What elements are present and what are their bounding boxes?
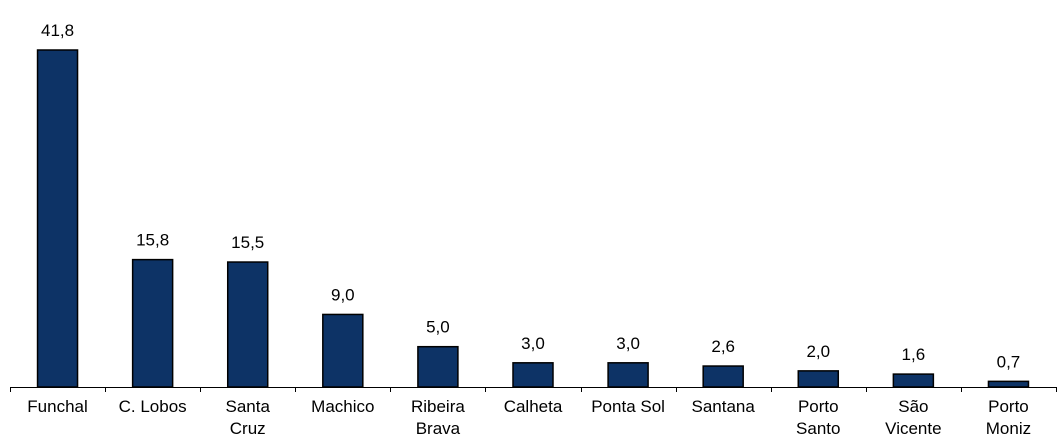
bar (322, 313, 364, 388)
category-label: Porto Santo (796, 397, 840, 434)
category-label: Porto Moniz (986, 397, 1031, 434)
category-label: Machico (311, 397, 374, 416)
bar (987, 380, 1030, 388)
category-label-line: São (898, 397, 928, 416)
bar-value-label: 1,6 (902, 345, 926, 364)
bar-value-label: 0,7 (997, 352, 1021, 371)
category-label-line: Funchal (27, 397, 87, 416)
bar (892, 373, 935, 388)
category-label: C. Lobos (119, 397, 187, 416)
bar (131, 258, 174, 388)
bar (512, 362, 554, 388)
category-label-line: Calheta (504, 397, 563, 416)
bar-value-label: 3,0 (616, 334, 640, 353)
bar (417, 345, 459, 388)
category-label-line: Ribeira (411, 397, 465, 416)
bar-value-label: 5,0 (426, 318, 450, 337)
category-label-line: Santo (796, 419, 840, 434)
bar (36, 49, 79, 388)
category-label-line: Brava (416, 419, 461, 434)
value-labels-group: 41,8 15,8 15,5 9,0 5,0 3,0 3,0 2,6 2,0 1,6 0,7 (41, 21, 1020, 371)
bar-value-label: 3,0 (521, 334, 545, 353)
category-labels-group: Funchal C. Lobos Santa Cruz Machico Ribeira Br… (27, 397, 1031, 438)
bar (702, 365, 744, 388)
category-label-line: Vicente (885, 419, 941, 434)
category-label-line: Cruz (230, 419, 266, 434)
bar-value-label: 2,0 (806, 342, 830, 361)
category-label-line: Moniz (986, 419, 1031, 434)
category-label: Ribeira Brava (411, 397, 465, 434)
x-axis-ticks-group (10, 387, 1057, 392)
category-label-line: Santa (226, 397, 271, 416)
category-label-line: C. Lobos (119, 397, 187, 416)
bar-value-label: 15,8 (136, 231, 169, 250)
bar-value-label: 2,6 (711, 337, 735, 356)
bars-group (36, 49, 1030, 388)
bar (226, 261, 269, 388)
category-label-line: Santana (692, 397, 756, 416)
category-label: Santa Cruz (226, 397, 271, 434)
bar-value-label: 9,0 (331, 285, 355, 304)
category-label: Ponta Sol (591, 397, 665, 416)
category-label: Santana (692, 397, 756, 416)
bar-value-label: 41,8 (41, 21, 74, 40)
category-label: Calheta (504, 397, 563, 416)
bar-value-label: 15,5 (231, 233, 264, 252)
category-label: Funchal (27, 397, 87, 416)
category-label-line: Porto (988, 397, 1029, 416)
category-label-line: Machico (311, 397, 374, 416)
category-label: São Vicente (885, 397, 941, 434)
category-label-line: Ponta Sol (591, 397, 665, 416)
bar (607, 362, 649, 388)
bar (797, 370, 840, 388)
category-label-line: Porto (798, 397, 839, 416)
